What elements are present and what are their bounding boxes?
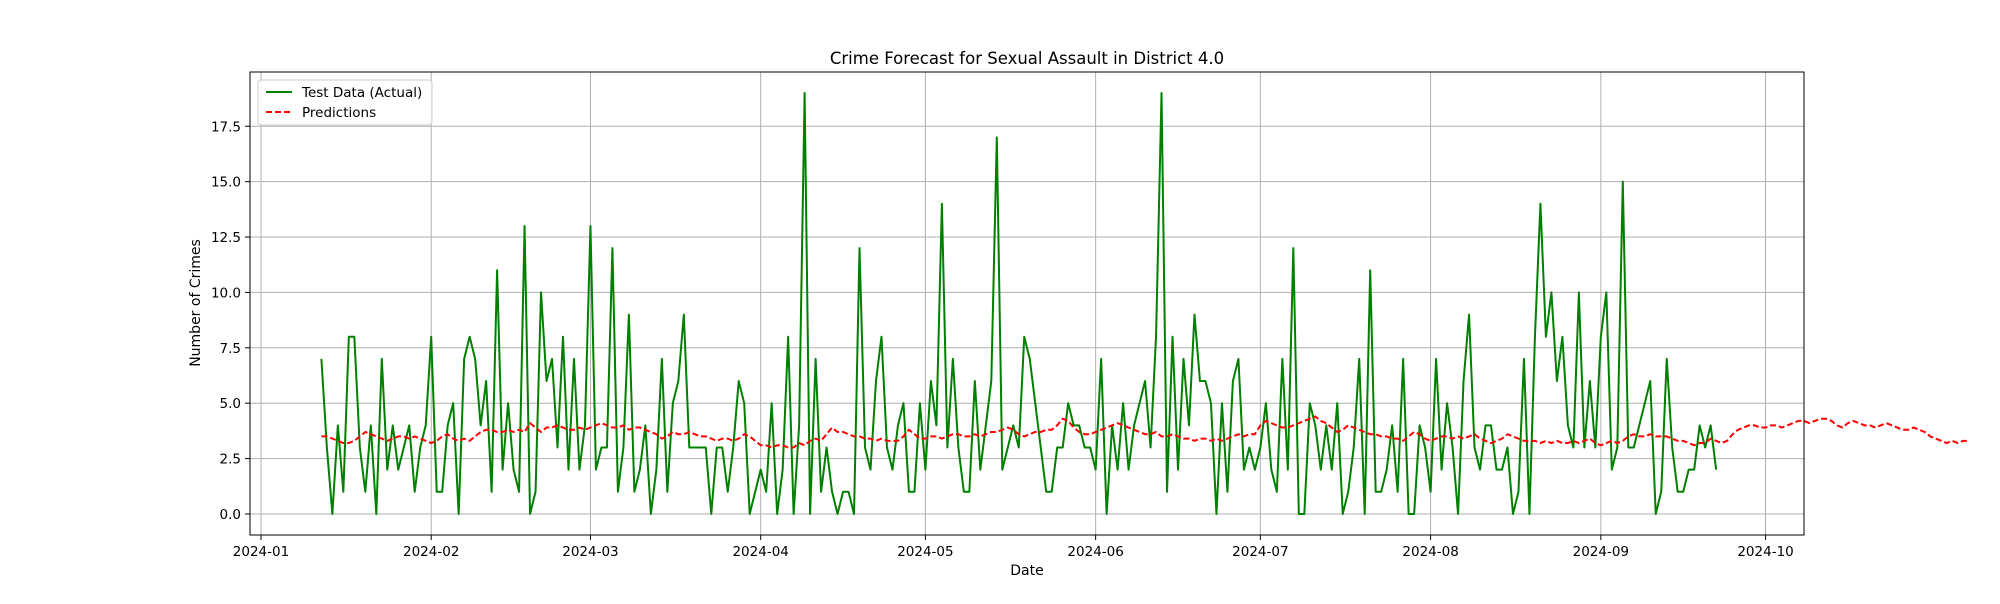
x-tick-label: 2024-06 xyxy=(1067,544,1123,560)
y-tick-label: 12.5 xyxy=(211,230,241,246)
y-axis-label: Number of Crimes xyxy=(188,239,204,367)
legend-label-predictions: Predictions xyxy=(302,105,376,121)
x-tick-label: 2024-07 xyxy=(1232,544,1288,560)
x-axis-label: Date xyxy=(1010,563,1043,579)
y-tick-label: 15.0 xyxy=(211,175,241,191)
x-tick-label: 2024-08 xyxy=(1402,544,1458,560)
y-tick-label: 0.0 xyxy=(220,507,241,523)
x-tick-label: 2024-09 xyxy=(1573,544,1629,560)
x-tick-label: 2024-01 xyxy=(233,544,289,560)
x-tick-label: 2024-10 xyxy=(1737,544,1793,560)
y-tick-label: 2.5 xyxy=(220,452,241,468)
y-tick-label: 5.0 xyxy=(220,396,241,412)
plot-frame xyxy=(249,71,1805,536)
x-tick-label: 2024-03 xyxy=(562,544,618,560)
actual-series-line xyxy=(320,92,1718,515)
y-tick-label: 10.0 xyxy=(211,285,241,301)
x-tick-label: 2024-04 xyxy=(732,544,788,560)
legend-label-actual: Test Data (Actual) xyxy=(301,85,422,101)
predictions-series-line xyxy=(321,415,1969,449)
x-tick-label: 2024-05 xyxy=(897,544,953,560)
legend: Test Data (Actual) Predictions xyxy=(257,79,433,126)
x-tick-label: 2024-02 xyxy=(403,544,459,560)
y-axis: 0.0 2.5 5.0 7.5 10.0 12.5 15.0 17.5 xyxy=(211,119,250,523)
y-tick-label: 7.5 xyxy=(220,341,241,357)
chart-title: Crime Forecast for Sexual Assault in Dis… xyxy=(830,49,1224,68)
y-tick-label: 17.5 xyxy=(211,119,241,135)
series-layer xyxy=(320,92,1969,515)
x-axis: 2024-01 2024-02 2024-03 2024-04 2024-05 2024-… xyxy=(233,535,1794,560)
legend-box xyxy=(257,79,433,126)
grid xyxy=(250,72,1804,535)
